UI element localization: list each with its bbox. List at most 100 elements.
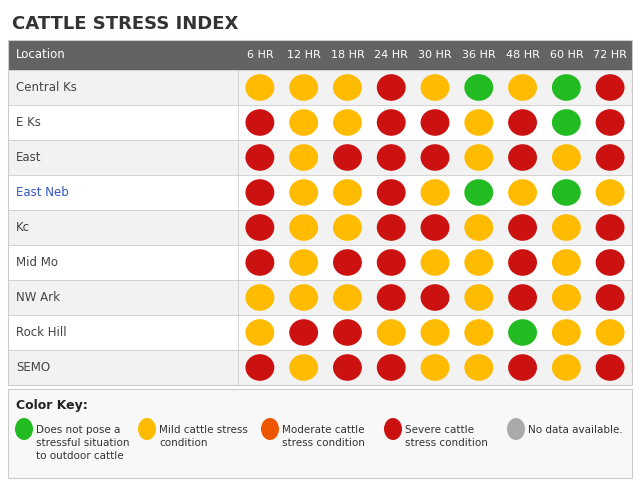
Ellipse shape [377, 249, 406, 276]
Ellipse shape [377, 214, 406, 241]
Ellipse shape [333, 109, 362, 136]
Ellipse shape [333, 284, 362, 311]
Ellipse shape [552, 249, 580, 276]
Ellipse shape [465, 214, 493, 241]
Bar [8, 40, 632, 70]
Ellipse shape [246, 109, 275, 136]
Bar [8, 389, 632, 478]
Bar [8, 140, 632, 175]
Ellipse shape [420, 144, 449, 171]
Ellipse shape [465, 284, 493, 311]
Ellipse shape [507, 418, 525, 440]
Bar [8, 70, 632, 105]
Ellipse shape [596, 109, 625, 136]
Text: Moderate cattle
stress condition: Moderate cattle stress condition [282, 425, 365, 448]
Text: 36 HR: 36 HR [462, 50, 495, 60]
Ellipse shape [246, 144, 275, 171]
Ellipse shape [508, 179, 537, 206]
Ellipse shape [138, 418, 156, 440]
Ellipse shape [246, 284, 275, 311]
Ellipse shape [552, 179, 580, 206]
Text: E Ks: E Ks [16, 116, 41, 129]
Ellipse shape [333, 249, 362, 276]
Text: Does not pose a
stressful situation
to outdoor cattle: Does not pose a stressful situation to o… [36, 425, 129, 461]
Ellipse shape [552, 319, 580, 346]
Ellipse shape [420, 179, 449, 206]
Ellipse shape [377, 179, 406, 206]
Text: Severe cattle
stress condition: Severe cattle stress condition [405, 425, 488, 448]
Text: Rock Hill: Rock Hill [16, 326, 67, 339]
Ellipse shape [289, 214, 318, 241]
Ellipse shape [465, 74, 493, 101]
Ellipse shape [420, 249, 449, 276]
Ellipse shape [420, 284, 449, 311]
Ellipse shape [508, 354, 537, 381]
Ellipse shape [333, 144, 362, 171]
Bar [8, 280, 632, 315]
Ellipse shape [289, 249, 318, 276]
Ellipse shape [420, 354, 449, 381]
Ellipse shape [261, 418, 279, 440]
Ellipse shape [596, 179, 625, 206]
Ellipse shape [508, 284, 537, 311]
Ellipse shape [596, 249, 625, 276]
Ellipse shape [420, 214, 449, 241]
Ellipse shape [246, 354, 275, 381]
Ellipse shape [465, 354, 493, 381]
Ellipse shape [289, 284, 318, 311]
Ellipse shape [377, 319, 406, 346]
Ellipse shape [246, 249, 275, 276]
Text: 18 HR: 18 HR [331, 50, 364, 60]
Ellipse shape [552, 214, 580, 241]
Ellipse shape [465, 249, 493, 276]
Ellipse shape [552, 354, 580, 381]
Text: Color Key:: Color Key: [16, 399, 88, 412]
Text: 6 HR: 6 HR [246, 50, 273, 60]
Ellipse shape [377, 109, 406, 136]
Ellipse shape [289, 74, 318, 101]
Text: SEMO: SEMO [16, 361, 50, 374]
Ellipse shape [420, 109, 449, 136]
Bar [8, 245, 632, 280]
Ellipse shape [246, 179, 275, 206]
Bar [8, 210, 632, 245]
Text: Kc: Kc [16, 221, 30, 234]
Ellipse shape [465, 109, 493, 136]
Text: East: East [16, 151, 42, 164]
Ellipse shape [333, 74, 362, 101]
Ellipse shape [596, 319, 625, 346]
Ellipse shape [596, 74, 625, 101]
Ellipse shape [289, 179, 318, 206]
Ellipse shape [377, 74, 406, 101]
Ellipse shape [420, 74, 449, 101]
Ellipse shape [552, 284, 580, 311]
Ellipse shape [333, 354, 362, 381]
Ellipse shape [508, 74, 537, 101]
Text: East Neb: East Neb [16, 186, 68, 199]
Text: 12 HR: 12 HR [287, 50, 321, 60]
Text: Mid Mo: Mid Mo [16, 256, 58, 269]
Ellipse shape [377, 354, 406, 381]
Ellipse shape [289, 319, 318, 346]
Ellipse shape [596, 144, 625, 171]
Ellipse shape [508, 144, 537, 171]
Ellipse shape [420, 319, 449, 346]
Text: Location: Location [16, 48, 66, 61]
Bar [8, 175, 632, 210]
Ellipse shape [508, 109, 537, 136]
Ellipse shape [333, 179, 362, 206]
Ellipse shape [465, 319, 493, 346]
Ellipse shape [246, 319, 275, 346]
Ellipse shape [596, 354, 625, 381]
Ellipse shape [465, 179, 493, 206]
Text: 24 HR: 24 HR [374, 50, 408, 60]
Ellipse shape [289, 354, 318, 381]
Ellipse shape [289, 109, 318, 136]
Bar [8, 315, 632, 350]
Bar [8, 105, 632, 140]
Text: CATTLE STRESS INDEX: CATTLE STRESS INDEX [12, 15, 238, 33]
Ellipse shape [552, 109, 580, 136]
Ellipse shape [333, 214, 362, 241]
Ellipse shape [508, 214, 537, 241]
Ellipse shape [333, 319, 362, 346]
